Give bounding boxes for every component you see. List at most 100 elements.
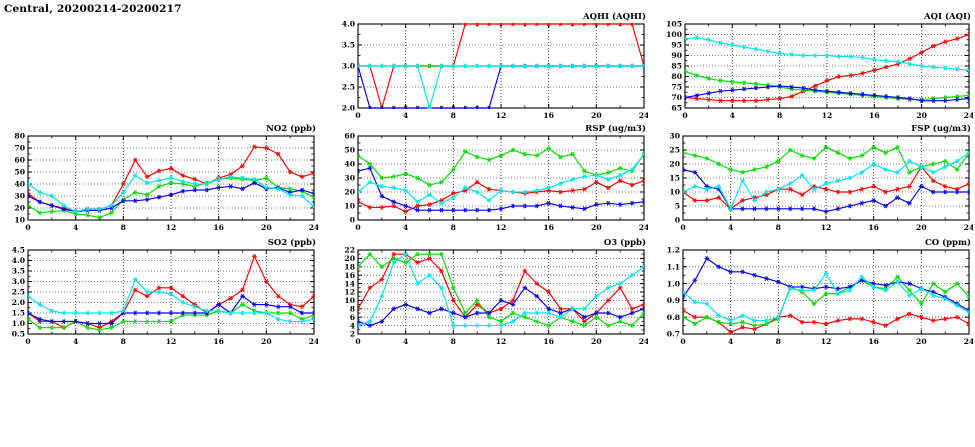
svg-text:4: 4 [728,337,733,346]
svg-text:15: 15 [669,174,680,183]
svg-text:40: 40 [14,180,25,189]
panel-o3: O3 (ppb) 2 4 6 8 10 12 14 16 18 20 22 0 4 8 12 16 20 24 [330,238,648,350]
svg-text:105: 105 [666,20,682,29]
svg-text:20: 20 [591,337,602,346]
panel-no2: NO2 (ppb) 10 20 30 40 50 60 70 80 0 4 8 12 16 20 24 [0,124,318,236]
svg-text:95: 95 [671,41,682,50]
series-line-green [28,304,314,331]
series-line-cyan [28,278,314,322]
svg-text:12: 12 [822,111,833,120]
svg-text:3.0: 3.0 [342,62,355,71]
svg-text:40: 40 [344,160,355,169]
svg-text:16: 16 [868,223,879,232]
svg-text:2.5: 2.5 [342,83,355,92]
series-line-red [358,253,644,322]
svg-text:8: 8 [121,337,126,346]
plot-no2: 10 20 30 40 50 60 70 80 0 4 8 12 16 20 24 [14,132,318,232]
svg-text:30: 30 [344,174,355,183]
plot-rsp: 0 10 20 30 40 50 60 0 4 8 12 16 20 24 [344,132,648,232]
svg-text:20: 20 [916,111,927,120]
series-line-red [28,146,314,213]
svg-text:18: 18 [344,263,355,272]
svg-text:8: 8 [451,337,456,346]
svg-text:24: 24 [639,111,648,120]
svg-text:20: 20 [591,223,602,232]
svg-text:70: 70 [14,144,25,153]
svg-text:10: 10 [14,216,25,225]
svg-text:22: 22 [344,246,355,255]
svg-text:12: 12 [496,111,507,120]
svg-text:24: 24 [309,337,318,346]
svg-text:20: 20 [261,223,272,232]
svg-text:60: 60 [344,132,355,141]
svg-text:0.8: 0.8 [667,313,680,322]
svg-text:4.5: 4.5 [12,246,25,255]
svg-text:4: 4 [350,321,355,330]
svg-text:4.0: 4.0 [342,20,355,29]
svg-text:24: 24 [964,337,973,346]
svg-text:30: 30 [14,192,25,201]
svg-text:24: 24 [964,111,973,120]
svg-text:20: 20 [591,111,602,120]
svg-text:0: 0 [675,216,680,225]
svg-text:14: 14 [344,279,355,288]
svg-text:50: 50 [344,146,355,155]
svg-text:16: 16 [869,111,880,120]
svg-text:20: 20 [916,223,927,232]
svg-text:5: 5 [675,202,680,211]
svg-text:24: 24 [639,223,648,232]
svg-text:3.5: 3.5 [342,41,355,50]
plot-co: 0.7 0.8 0.9 1.0 1.1 1.2 0 4 8 12 16 20 24 [667,246,973,346]
svg-text:3.5: 3.5 [12,267,25,276]
svg-text:2.0: 2.0 [342,104,355,113]
svg-text:0: 0 [350,216,355,225]
svg-text:0: 0 [355,111,360,120]
svg-text:4: 4 [728,223,733,232]
plot-fsp: 0 5 10 15 20 25 30 0 4 8 12 16 20 24 [669,132,973,232]
svg-text:65: 65 [671,104,682,113]
svg-text:8: 8 [121,223,126,232]
panel-title-aqi: AQI (AQI) [924,12,971,22]
panel-title-fsp: FSP (ug/m3) [911,124,971,134]
svg-text:24: 24 [964,223,973,232]
series-line-cyan [683,152,969,210]
svg-text:0: 0 [680,337,685,346]
svg-text:2: 2 [350,330,355,339]
plot-aqhi: 2.0 2.5 3.0 3.5 4.0 0 4 8 12 16 20 24 [342,20,648,120]
svg-text:4: 4 [730,111,735,120]
panel-co: CO (ppm) 0.7 0.8 0.9 1.0 1.1 1.2 0 4 8 12 16 20 24 [655,238,973,350]
svg-text:0: 0 [25,223,30,232]
svg-text:16: 16 [344,271,355,280]
svg-text:24: 24 [639,337,648,346]
svg-text:0.5: 0.5 [12,330,25,339]
svg-text:60: 60 [14,156,25,165]
svg-text:16: 16 [868,337,879,346]
svg-text:12: 12 [496,337,507,346]
svg-text:3.0: 3.0 [12,277,25,286]
svg-text:1.2: 1.2 [667,246,680,255]
panel-so2: SO2 (ppb) 0.5 1.0 1.5 2.0 2.5 3.0 3.5 4.0 4.5 0 4 8 1… [0,238,318,350]
svg-text:0: 0 [25,337,30,346]
plot-so2: 0.5 1.01.5 2.02.5 3.03.5 4.04.5 0 4 8 12 16 20 24 [12,246,318,346]
svg-text:0.9: 0.9 [667,296,680,305]
svg-text:8: 8 [776,337,781,346]
svg-text:4: 4 [73,223,78,232]
svg-text:10: 10 [344,296,355,305]
panel-title-so2: SO2 (ppb) [267,238,316,248]
svg-text:80: 80 [14,132,25,141]
svg-text:8: 8 [777,111,782,120]
svg-text:20: 20 [344,254,355,263]
svg-text:24: 24 [309,223,318,232]
svg-text:16: 16 [543,337,554,346]
page-title: Central, 20200214-20200217 [4,3,182,15]
svg-text:0: 0 [680,223,685,232]
svg-text:2.0: 2.0 [12,298,25,307]
svg-text:1.0: 1.0 [667,279,680,288]
svg-text:4: 4 [403,223,408,232]
svg-text:16: 16 [543,111,554,120]
svg-text:8: 8 [451,111,456,120]
svg-text:8: 8 [451,223,456,232]
svg-text:20: 20 [261,337,272,346]
svg-text:8: 8 [776,223,781,232]
